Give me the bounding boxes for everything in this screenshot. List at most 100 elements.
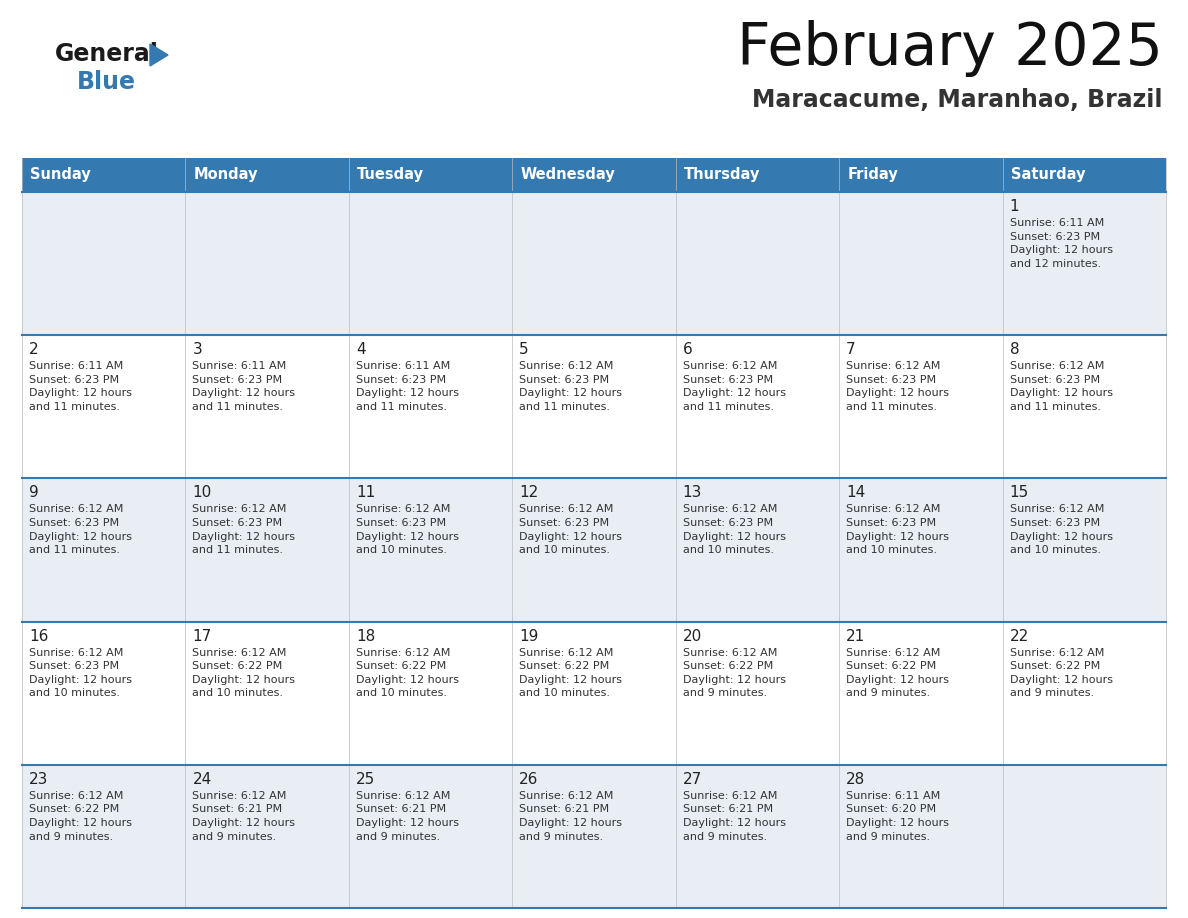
- Text: 15: 15: [1010, 486, 1029, 500]
- Text: 11: 11: [356, 486, 375, 500]
- Bar: [839, 765, 1003, 908]
- Bar: [512, 478, 676, 621]
- Bar: [839, 192, 1003, 335]
- Text: Sunrise: 6:12 AM
Sunset: 6:23 PM
Daylight: 12 hours
and 10 minutes.: Sunrise: 6:12 AM Sunset: 6:23 PM Dayligh…: [356, 504, 459, 555]
- Bar: [839, 621, 1003, 765]
- Bar: [512, 621, 676, 765]
- Bar: [1003, 192, 1165, 335]
- Bar: [23, 335, 185, 478]
- Bar: [23, 621, 185, 765]
- Bar: [349, 158, 512, 192]
- Bar: [1003, 621, 1165, 765]
- Bar: [23, 765, 185, 908]
- Text: Blue: Blue: [77, 70, 135, 94]
- Text: Sunrise: 6:12 AM
Sunset: 6:22 PM
Daylight: 12 hours
and 9 minutes.: Sunrise: 6:12 AM Sunset: 6:22 PM Dayligh…: [1010, 647, 1113, 699]
- Text: 26: 26: [519, 772, 538, 787]
- Text: 3: 3: [192, 342, 202, 357]
- Text: Saturday: Saturday: [1011, 167, 1085, 183]
- Text: Sunrise: 6:11 AM
Sunset: 6:23 PM
Daylight: 12 hours
and 12 minutes.: Sunrise: 6:11 AM Sunset: 6:23 PM Dayligh…: [1010, 218, 1113, 269]
- Text: Sunrise: 6:12 AM
Sunset: 6:21 PM
Daylight: 12 hours
and 9 minutes.: Sunrise: 6:12 AM Sunset: 6:21 PM Dayligh…: [683, 790, 785, 842]
- Text: 27: 27: [683, 772, 702, 787]
- Text: Maracacume, Maranhao, Brazil: Maracacume, Maranhao, Brazil: [752, 88, 1163, 112]
- Bar: [1003, 335, 1165, 478]
- Bar: [676, 765, 839, 908]
- Text: 24: 24: [192, 772, 211, 787]
- Bar: [185, 158, 349, 192]
- Bar: [512, 335, 676, 478]
- Text: Sunrise: 6:12 AM
Sunset: 6:23 PM
Daylight: 12 hours
and 10 minutes.: Sunrise: 6:12 AM Sunset: 6:23 PM Dayligh…: [519, 504, 623, 555]
- Bar: [185, 765, 349, 908]
- Text: Sunrise: 6:12 AM
Sunset: 6:21 PM
Daylight: 12 hours
and 9 minutes.: Sunrise: 6:12 AM Sunset: 6:21 PM Dayligh…: [356, 790, 459, 842]
- Bar: [185, 335, 349, 478]
- Text: 10: 10: [192, 486, 211, 500]
- Text: Thursday: Thursday: [684, 167, 760, 183]
- Bar: [349, 765, 512, 908]
- Text: Monday: Monday: [194, 167, 258, 183]
- Text: 9: 9: [29, 486, 39, 500]
- Text: 2: 2: [29, 342, 39, 357]
- Bar: [23, 192, 185, 335]
- Bar: [839, 335, 1003, 478]
- Text: 12: 12: [519, 486, 538, 500]
- Bar: [349, 335, 512, 478]
- Text: Sunrise: 6:12 AM
Sunset: 6:23 PM
Daylight: 12 hours
and 11 minutes.: Sunrise: 6:12 AM Sunset: 6:23 PM Dayligh…: [683, 361, 785, 412]
- Text: Sunrise: 6:12 AM
Sunset: 6:22 PM
Daylight: 12 hours
and 10 minutes.: Sunrise: 6:12 AM Sunset: 6:22 PM Dayligh…: [192, 647, 296, 699]
- Text: Sunrise: 6:12 AM
Sunset: 6:22 PM
Daylight: 12 hours
and 9 minutes.: Sunrise: 6:12 AM Sunset: 6:22 PM Dayligh…: [683, 647, 785, 699]
- Bar: [185, 478, 349, 621]
- Bar: [349, 621, 512, 765]
- Text: Sunrise: 6:11 AM
Sunset: 6:23 PM
Daylight: 12 hours
and 11 minutes.: Sunrise: 6:11 AM Sunset: 6:23 PM Dayligh…: [29, 361, 132, 412]
- Bar: [512, 765, 676, 908]
- Bar: [676, 621, 839, 765]
- Text: Sunrise: 6:11 AM
Sunset: 6:23 PM
Daylight: 12 hours
and 11 minutes.: Sunrise: 6:11 AM Sunset: 6:23 PM Dayligh…: [356, 361, 459, 412]
- Bar: [349, 192, 512, 335]
- Bar: [676, 158, 839, 192]
- Text: 28: 28: [846, 772, 865, 787]
- Bar: [185, 192, 349, 335]
- Text: 1: 1: [1010, 199, 1019, 214]
- Text: Sunday: Sunday: [30, 167, 90, 183]
- Text: 23: 23: [29, 772, 49, 787]
- Text: 13: 13: [683, 486, 702, 500]
- Bar: [349, 478, 512, 621]
- Text: General: General: [55, 42, 159, 66]
- Text: Sunrise: 6:12 AM
Sunset: 6:23 PM
Daylight: 12 hours
and 11 minutes.: Sunrise: 6:12 AM Sunset: 6:23 PM Dayligh…: [846, 361, 949, 412]
- Text: Wednesday: Wednesday: [520, 167, 615, 183]
- Bar: [512, 192, 676, 335]
- Text: Sunrise: 6:12 AM
Sunset: 6:21 PM
Daylight: 12 hours
and 9 minutes.: Sunrise: 6:12 AM Sunset: 6:21 PM Dayligh…: [192, 790, 296, 842]
- Bar: [23, 478, 185, 621]
- Text: Sunrise: 6:12 AM
Sunset: 6:22 PM
Daylight: 12 hours
and 10 minutes.: Sunrise: 6:12 AM Sunset: 6:22 PM Dayligh…: [519, 647, 623, 699]
- Text: 19: 19: [519, 629, 538, 644]
- Text: Sunrise: 6:12 AM
Sunset: 6:22 PM
Daylight: 12 hours
and 9 minutes.: Sunrise: 6:12 AM Sunset: 6:22 PM Dayligh…: [846, 647, 949, 699]
- Text: 16: 16: [29, 629, 49, 644]
- Bar: [1003, 478, 1165, 621]
- Text: Sunrise: 6:12 AM
Sunset: 6:23 PM
Daylight: 12 hours
and 10 minutes.: Sunrise: 6:12 AM Sunset: 6:23 PM Dayligh…: [846, 504, 949, 555]
- Text: Sunrise: 6:12 AM
Sunset: 6:23 PM
Daylight: 12 hours
and 11 minutes.: Sunrise: 6:12 AM Sunset: 6:23 PM Dayligh…: [192, 504, 296, 555]
- Bar: [676, 478, 839, 621]
- Text: Sunrise: 6:12 AM
Sunset: 6:23 PM
Daylight: 12 hours
and 11 minutes.: Sunrise: 6:12 AM Sunset: 6:23 PM Dayligh…: [519, 361, 623, 412]
- Text: February 2025: February 2025: [737, 20, 1163, 77]
- Text: Sunrise: 6:12 AM
Sunset: 6:21 PM
Daylight: 12 hours
and 9 minutes.: Sunrise: 6:12 AM Sunset: 6:21 PM Dayligh…: [519, 790, 623, 842]
- Text: 20: 20: [683, 629, 702, 644]
- Text: Sunrise: 6:11 AM
Sunset: 6:20 PM
Daylight: 12 hours
and 9 minutes.: Sunrise: 6:11 AM Sunset: 6:20 PM Dayligh…: [846, 790, 949, 842]
- Text: Tuesday: Tuesday: [356, 167, 424, 183]
- Text: Sunrise: 6:11 AM
Sunset: 6:23 PM
Daylight: 12 hours
and 11 minutes.: Sunrise: 6:11 AM Sunset: 6:23 PM Dayligh…: [192, 361, 296, 412]
- Bar: [1003, 158, 1165, 192]
- Text: 17: 17: [192, 629, 211, 644]
- Bar: [1003, 765, 1165, 908]
- Text: 22: 22: [1010, 629, 1029, 644]
- Text: 8: 8: [1010, 342, 1019, 357]
- Text: Sunrise: 6:12 AM
Sunset: 6:23 PM
Daylight: 12 hours
and 11 minutes.: Sunrise: 6:12 AM Sunset: 6:23 PM Dayligh…: [29, 504, 132, 555]
- Text: Sunrise: 6:12 AM
Sunset: 6:23 PM
Daylight: 12 hours
and 10 minutes.: Sunrise: 6:12 AM Sunset: 6:23 PM Dayligh…: [683, 504, 785, 555]
- Text: 25: 25: [356, 772, 375, 787]
- Text: 14: 14: [846, 486, 865, 500]
- Text: Sunrise: 6:12 AM
Sunset: 6:23 PM
Daylight: 12 hours
and 10 minutes.: Sunrise: 6:12 AM Sunset: 6:23 PM Dayligh…: [29, 647, 132, 699]
- Text: Sunrise: 6:12 AM
Sunset: 6:23 PM
Daylight: 12 hours
and 11 minutes.: Sunrise: 6:12 AM Sunset: 6:23 PM Dayligh…: [1010, 361, 1113, 412]
- Bar: [23, 158, 185, 192]
- Text: Sunrise: 6:12 AM
Sunset: 6:22 PM
Daylight: 12 hours
and 9 minutes.: Sunrise: 6:12 AM Sunset: 6:22 PM Dayligh…: [29, 790, 132, 842]
- Bar: [839, 478, 1003, 621]
- Text: 7: 7: [846, 342, 855, 357]
- Text: Friday: Friday: [847, 167, 898, 183]
- Bar: [676, 335, 839, 478]
- Text: 4: 4: [356, 342, 366, 357]
- Bar: [512, 158, 676, 192]
